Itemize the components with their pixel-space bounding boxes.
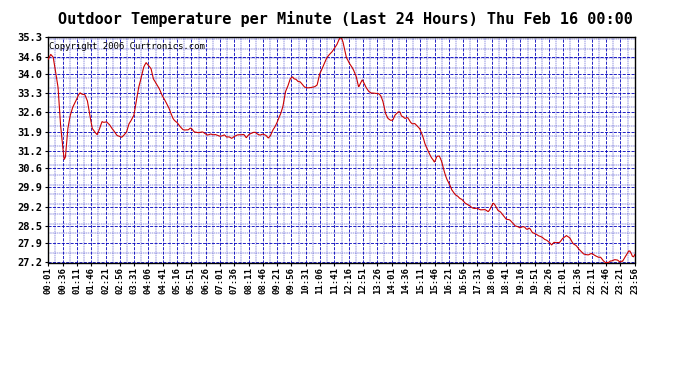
Text: Outdoor Temperature per Minute (Last 24 Hours) Thu Feb 16 00:00: Outdoor Temperature per Minute (Last 24 … [57,11,633,27]
Text: Copyright 2006 Curtronics.com: Copyright 2006 Curtronics.com [50,42,206,51]
